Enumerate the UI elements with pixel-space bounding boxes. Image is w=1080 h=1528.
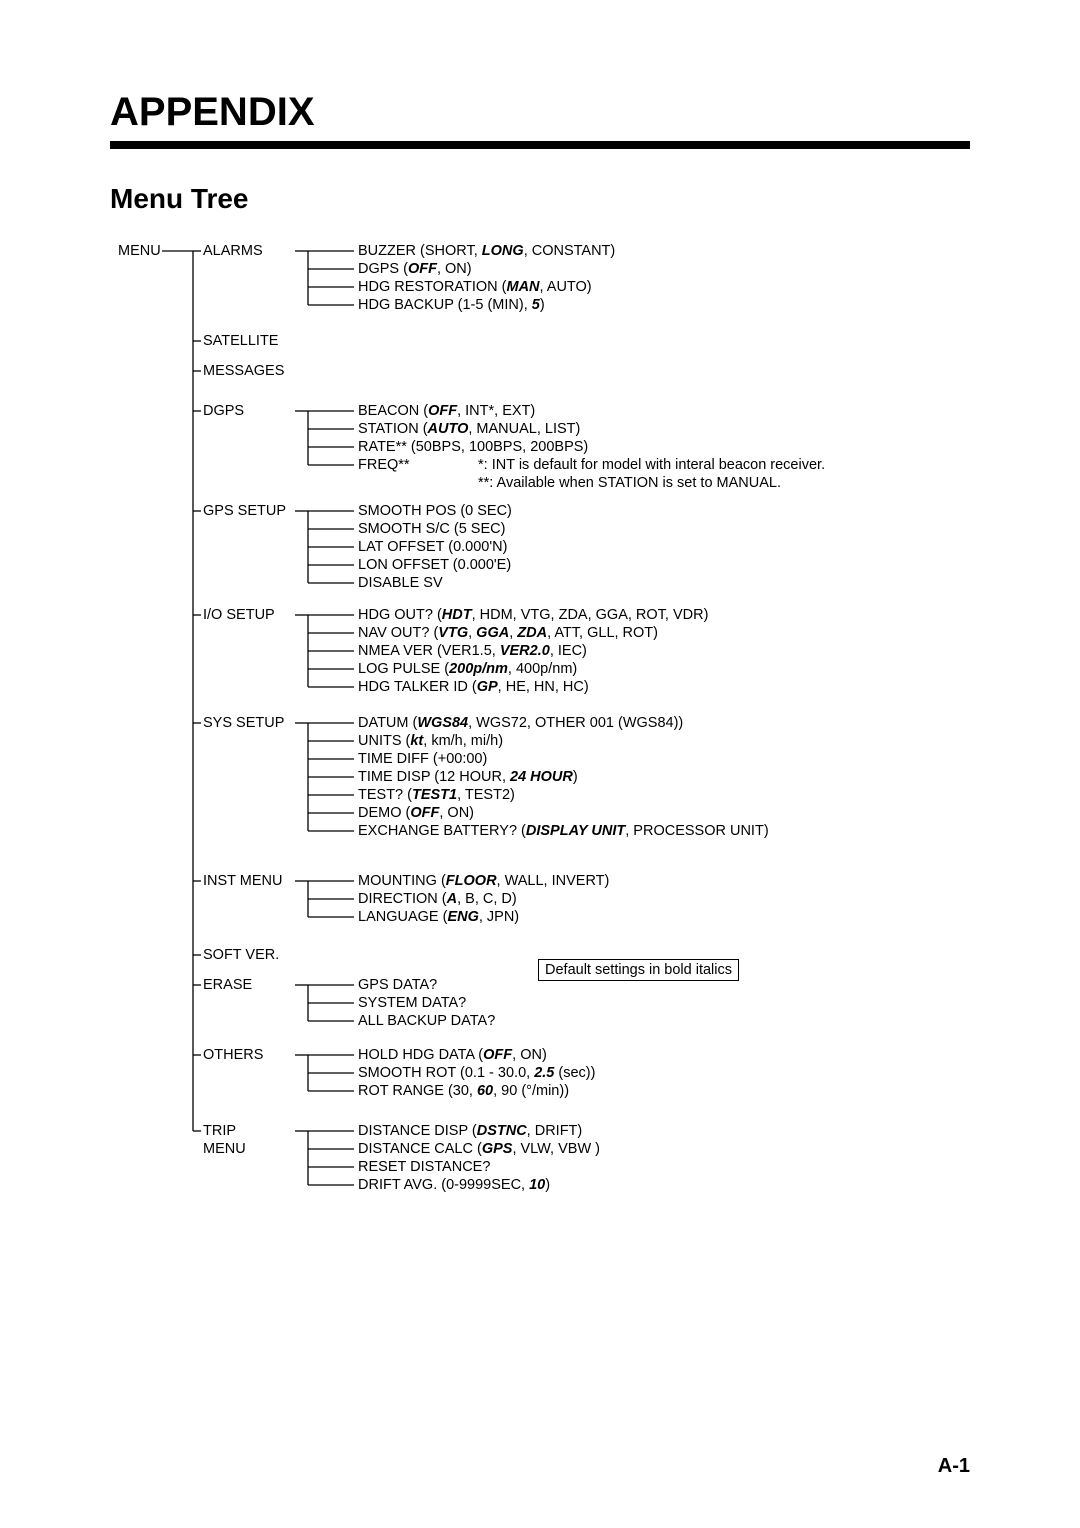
leaf-erase-0: GPS DATA? <box>358 976 437 994</box>
menu-satellite: SATELLITE <box>203 332 278 350</box>
default-settings-note: Default settings in bold italics <box>538 959 739 981</box>
leaf-alarms-1: DGPS (OFF, ON) <box>358 260 472 278</box>
footnote-2: **: Available when STATION is set to MAN… <box>478 474 781 492</box>
menu-dgps: DGPS <box>203 402 244 420</box>
menu-sys_setup: SYS SETUP <box>203 714 284 732</box>
menu-gps_setup: GPS SETUP <box>203 502 286 520</box>
leaf-sys_setup-3: TIME DISP (12 HOUR, 24 HOUR) <box>358 768 578 786</box>
leaf-trip-0: DISTANCE DISP (DSTNC, DRIFT) <box>358 1122 582 1140</box>
leaf-gps_setup-0: SMOOTH POS (0 SEC) <box>358 502 512 520</box>
leaf-inst_menu-0: MOUNTING (FLOOR, WALL, INVERT) <box>358 872 609 890</box>
menu-inst_menu: INST MENU <box>203 872 283 890</box>
leaf-sys_setup-1: UNITS (kt, km/h, mi/h) <box>358 732 503 750</box>
leaf-trip-3: DRIFT AVG. (0-9999SEC, 10) <box>358 1176 550 1194</box>
menu-others: OTHERS <box>203 1046 263 1064</box>
leaf-io_setup-4: HDG TALKER ID (GP, HE, HN, HC) <box>358 678 589 696</box>
menu-soft_ver: SOFT VER. <box>203 946 279 964</box>
leaf-erase-2: ALL BACKUP DATA? <box>358 1012 495 1030</box>
leaf-dgps-0: BEACON (OFF, INT*, EXT) <box>358 402 535 420</box>
title-rule <box>110 141 970 149</box>
leaf-gps_setup-1: SMOOTH S/C (5 SEC) <box>358 520 505 538</box>
leaf-sys_setup-0: DATUM (WGS84, WGS72, OTHER 001 (WGS84)) <box>358 714 683 732</box>
leaf-others-0: HOLD HDG DATA (OFF, ON) <box>358 1046 547 1064</box>
leaf-gps_setup-4: DISABLE SV <box>358 574 443 592</box>
leaf-dgps-3: FREQ** <box>358 456 410 474</box>
leaf-inst_menu-2: LANGUAGE (ENG, JPN) <box>358 908 519 926</box>
leaf-sys_setup-4: TEST? (TEST1, TEST2) <box>358 786 515 804</box>
leaf-inst_menu-1: DIRECTION (A, B, C, D) <box>358 890 517 908</box>
leaf-alarms-0: BUZZER (SHORT, LONG, CONSTANT) <box>358 242 615 260</box>
menu-io_setup: I/O SETUP <box>203 606 275 624</box>
leaf-trip-2: RESET DISTANCE? <box>358 1158 490 1176</box>
leaf-io_setup-2: NMEA VER (VER1.5, VER2.0, IEC) <box>358 642 587 660</box>
leaf-alarms-3: HDG BACKUP (1-5 (MIN), 5) <box>358 296 545 314</box>
leaf-alarms-2: HDG RESTORATION (MAN, AUTO) <box>358 278 592 296</box>
page-number: A-1 <box>938 1455 970 1478</box>
leaf-sys_setup-2: TIME DIFF (+00:00) <box>358 750 487 768</box>
leaf-io_setup-3: LOG PULSE (200p/nm, 400p/nm) <box>358 660 577 678</box>
leaf-sys_setup-6: EXCHANGE BATTERY? (DISPLAY UNIT, PROCESS… <box>358 822 769 840</box>
menu-erase: ERASE <box>203 976 252 994</box>
section-subtitle: Menu Tree <box>110 183 970 215</box>
leaf-gps_setup-2: LAT OFFSET (0.000'N) <box>358 538 507 556</box>
menu-trip: TRIP <box>203 1122 236 1140</box>
leaf-others-2: ROT RANGE (30, 60, 90 (°/min)) <box>358 1082 569 1100</box>
leaf-erase-1: SYSTEM DATA? <box>358 994 466 1012</box>
leaf-trip-1: DISTANCE CALC (GPS, VLW, VBW ) <box>358 1140 600 1158</box>
page-title: APPENDIX <box>110 90 970 135</box>
leaf-sys_setup-5: DEMO (OFF, ON) <box>358 804 474 822</box>
menu-messages: MESSAGES <box>203 362 284 380</box>
leaf-io_setup-1: NAV OUT? (VTG, GGA, ZDA, ATT, GLL, ROT) <box>358 624 658 642</box>
leaf-io_setup-0: HDG OUT? (HDT, HDM, VTG, ZDA, GGA, ROT, … <box>358 606 708 624</box>
leaf-dgps-2: RATE** (50BPS, 100BPS, 200BPS) <box>358 438 588 456</box>
footnote-1: *: INT is default for model with interal… <box>478 456 825 474</box>
menu-alarms: ALARMS <box>203 242 263 260</box>
menu-tree: MENU ALARMS BUZZER (SHORT, LONG, CONSTANT)… <box>118 243 970 1193</box>
leaf-dgps-1: STATION (AUTO, MANUAL, LIST) <box>358 420 580 438</box>
root-menu: MENU <box>118 242 161 260</box>
leaf-others-1: SMOOTH ROT (0.1 - 30.0, 2.5 (sec)) <box>358 1064 595 1082</box>
leaf-gps_setup-3: LON OFFSET (0.000'E) <box>358 556 511 574</box>
menu-trip-2: MENU <box>203 1140 246 1158</box>
